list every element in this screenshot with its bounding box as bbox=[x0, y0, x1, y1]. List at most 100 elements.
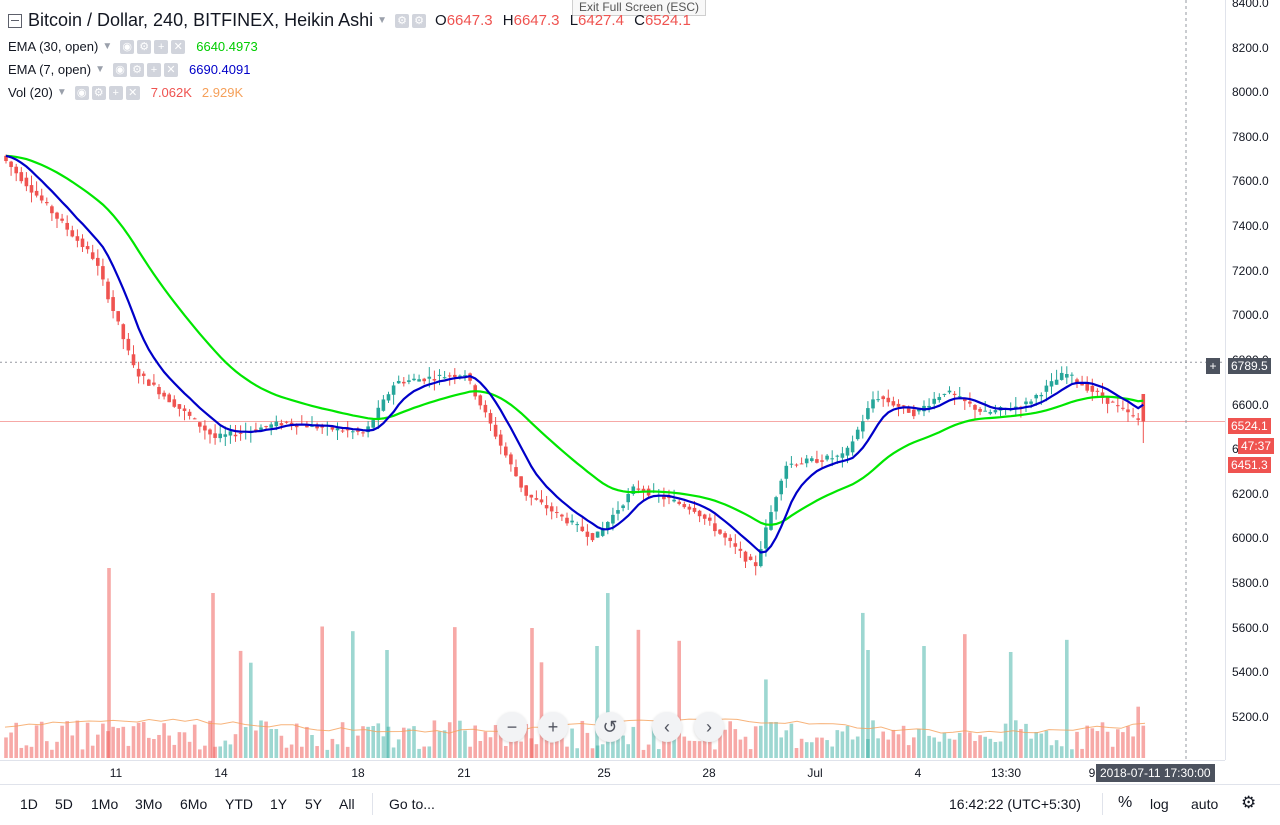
legend-volume[interactable]: Vol (20) ▼ ◉ ⚙ + ✕ 7.062K 2.929K bbox=[8, 85, 243, 100]
close-icon[interactable]: ✕ bbox=[164, 62, 179, 77]
candle-body bbox=[662, 495, 666, 500]
price-chart[interactable] bbox=[0, 0, 1225, 760]
candle-body bbox=[1090, 385, 1095, 392]
volume-bar bbox=[376, 723, 381, 758]
volume-bar bbox=[850, 739, 855, 758]
high-value: 6647.3 bbox=[513, 12, 560, 29]
zoom-in-button[interactable]: + bbox=[538, 712, 568, 742]
plus-icon[interactable]: + bbox=[108, 85, 123, 100]
range-all[interactable]: All bbox=[339, 796, 355, 812]
add-alert-icon[interactable]: + bbox=[1206, 358, 1220, 374]
candle-body bbox=[483, 404, 488, 413]
range-5d[interactable]: 5D bbox=[55, 796, 73, 812]
candle-body bbox=[1014, 406, 1018, 408]
candle-body bbox=[192, 418, 197, 420]
scroll-left-button[interactable]: ‹ bbox=[652, 712, 682, 742]
candle-body bbox=[29, 185, 34, 193]
auto-toggle[interactable]: auto bbox=[1191, 796, 1219, 812]
candle-body bbox=[769, 512, 773, 530]
candle-body bbox=[80, 238, 85, 248]
reset-chart-button[interactable]: ↺ bbox=[595, 712, 625, 742]
percent-toggle[interactable]: % bbox=[1118, 794, 1133, 811]
candle-body bbox=[636, 488, 641, 490]
gear-icon[interactable]: ⚙ bbox=[91, 85, 106, 100]
volume-bar bbox=[60, 725, 64, 758]
gear-icon[interactable]: ⚙ bbox=[1241, 793, 1257, 812]
close-icon[interactable]: ✕ bbox=[125, 85, 140, 100]
volume-bar bbox=[264, 721, 268, 758]
ema30-label: EMA (30, open) bbox=[8, 39, 99, 54]
chevron-down-icon[interactable]: ▼ bbox=[95, 64, 106, 75]
volume-bar bbox=[1116, 729, 1120, 758]
candle-body bbox=[1039, 394, 1044, 397]
zoom-out-button[interactable]: − bbox=[497, 712, 527, 742]
plus-icon[interactable]: + bbox=[154, 39, 169, 54]
volume-bar bbox=[840, 731, 845, 758]
candle-body bbox=[39, 195, 44, 201]
volume-bar bbox=[789, 723, 794, 758]
legend-ema30[interactable]: EMA (30, open) ▼ ◉ ⚙ + ✕ 6640.4973 bbox=[8, 39, 258, 54]
volume-bar bbox=[228, 744, 233, 758]
chart-area[interactable] bbox=[0, 0, 1225, 760]
volume-bar bbox=[29, 746, 34, 758]
volume-bar bbox=[1136, 706, 1140, 758]
gear-icon[interactable]: ⚙ bbox=[412, 13, 427, 28]
goto-button[interactable]: Go to... bbox=[389, 796, 435, 812]
candle-body bbox=[667, 496, 671, 499]
volume-bar bbox=[952, 739, 957, 758]
volume-bar bbox=[810, 742, 814, 758]
candle-body bbox=[600, 527, 605, 536]
volume-bar bbox=[45, 741, 49, 758]
time-axis[interactable]: 11 14 18 21 25 28 Jul 4 13:30 9 2018-07-11 17:30:… bbox=[0, 760, 1225, 785]
candle-body bbox=[906, 406, 911, 413]
gear-icon[interactable]: ⚙ bbox=[137, 39, 152, 54]
candle-body bbox=[218, 433, 222, 439]
range-5y[interactable]: 5Y bbox=[305, 796, 323, 812]
price-tick-label: 7800.0 bbox=[1232, 129, 1269, 144]
range-1mo[interactable]: 1Mo bbox=[91, 796, 119, 812]
volume-bar bbox=[1105, 731, 1110, 758]
chevron-down-icon[interactable]: ▼ bbox=[377, 15, 388, 26]
eye-icon[interactable]: ◉ bbox=[74, 85, 89, 100]
candle-body bbox=[111, 297, 115, 312]
volume-bar bbox=[157, 734, 161, 758]
range-ytd[interactable]: YTD bbox=[225, 796, 253, 812]
volume-bar bbox=[345, 746, 350, 758]
price-axis[interactable]: 8400.0 8200.0 8000.0 7800.0 7600.0 7400.0 7200… bbox=[1225, 0, 1280, 760]
volume-bar bbox=[1049, 745, 1054, 758]
chevron-down-icon[interactable]: ▼ bbox=[102, 41, 113, 52]
candle-body bbox=[70, 230, 75, 237]
chevron-down-icon[interactable]: ▼ bbox=[56, 87, 67, 98]
settings-icon[interactable]: ⚙ bbox=[395, 13, 410, 28]
volume-bar bbox=[437, 731, 442, 758]
candle-body bbox=[861, 421, 865, 432]
clock-timezone[interactable]: 16:42:22 (UTC+5:30) bbox=[949, 796, 1081, 812]
scroll-right-button[interactable]: › bbox=[694, 712, 724, 742]
log-toggle[interactable]: log bbox=[1150, 796, 1169, 812]
exit-fullscreen-hint[interactable]: Exit Full Screen (ESC) bbox=[572, 0, 707, 16]
volume-bar bbox=[167, 735, 171, 758]
close-icon[interactable]: ✕ bbox=[171, 39, 186, 54]
range-1d[interactable]: 1D bbox=[20, 796, 38, 812]
range-1y[interactable]: 1Y bbox=[270, 796, 288, 812]
volume-bar bbox=[407, 728, 411, 758]
legend-ema7[interactable]: EMA (7, open) ▼ ◉ ⚙ + ✕ 6690.4091 bbox=[8, 62, 250, 77]
range-6mo[interactable]: 6Mo bbox=[180, 796, 208, 812]
candle-body bbox=[274, 421, 279, 427]
candle-body bbox=[233, 434, 238, 437]
candle-body bbox=[947, 390, 952, 393]
collapse-legend-icon[interactable] bbox=[8, 14, 22, 28]
cursor-time-tag: 2018-07-11 17:30:00 bbox=[1096, 764, 1215, 782]
range-3mo[interactable]: 3Mo bbox=[135, 796, 163, 812]
volume-bar bbox=[473, 725, 477, 758]
gear-icon[interactable]: ⚙ bbox=[130, 62, 145, 77]
volume-bar bbox=[131, 726, 136, 758]
eye-icon[interactable]: ◉ bbox=[113, 62, 128, 77]
candle-body bbox=[555, 512, 559, 514]
volume-bar bbox=[208, 720, 212, 758]
eye-icon[interactable]: ◉ bbox=[120, 39, 135, 54]
volume-bar bbox=[835, 730, 840, 758]
candle-body bbox=[60, 218, 64, 221]
volume-bar bbox=[279, 735, 284, 758]
plus-icon[interactable]: + bbox=[147, 62, 162, 77]
